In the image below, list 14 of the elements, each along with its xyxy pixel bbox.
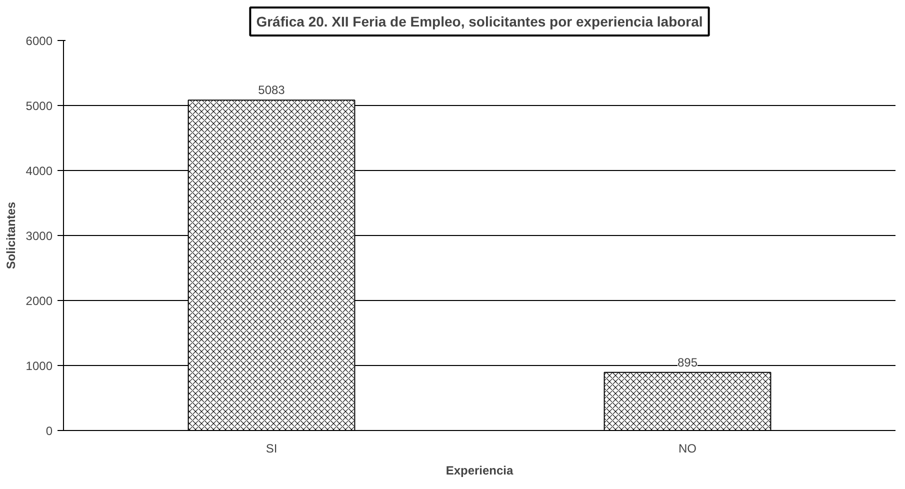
y-tick-label: 2000 (26, 294, 53, 308)
y-axis-title: Solicitantes (4, 201, 18, 270)
y-tick-label: 5000 (26, 99, 53, 113)
x-tick-label: NO (678, 442, 696, 456)
y-tick-label: 3000 (26, 229, 53, 243)
chart-title: Gráfica 20. XII Feria de Empleo, solicitantes por experiencia laboral (256, 14, 703, 30)
y-tick-label: 6000 (26, 34, 53, 48)
data-label: 895 (677, 355, 698, 370)
data-label: 5083 (258, 83, 286, 98)
y-tick-label: 0 (46, 424, 53, 438)
y-tick-label: 4000 (26, 164, 53, 178)
x-tick-label: SI (266, 442, 278, 456)
x-axis-title: Experiencia (446, 464, 514, 478)
y-tick-label: 1000 (26, 359, 53, 373)
